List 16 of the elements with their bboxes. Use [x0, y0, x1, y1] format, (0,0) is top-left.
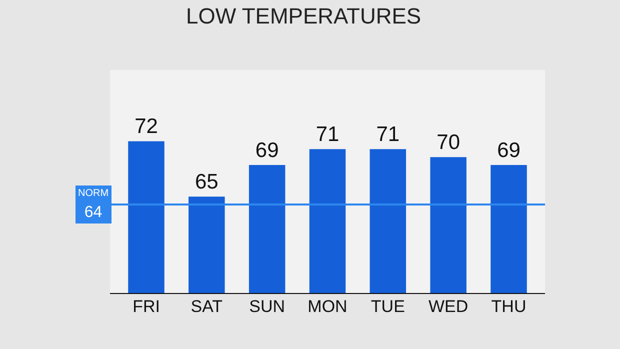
- ref-line-label: NORM 64: [78, 188, 109, 221]
- data-label: 69: [255, 138, 279, 162]
- data-label: 71: [316, 123, 340, 146]
- x-tick-label: FRI: [132, 297, 160, 316]
- x-tick-label: WED: [428, 297, 468, 316]
- data-label: 71: [376, 123, 400, 146]
- x-tick-label: TUE: [370, 297, 405, 316]
- data-label: 70: [436, 131, 460, 154]
- x-tick-label: THU: [491, 297, 526, 316]
- data-label: 69: [497, 138, 520, 162]
- chart-title: LOW TEMPERATURES: [186, 3, 422, 28]
- data-label: 72: [134, 115, 158, 138]
- x-tick-label: SAT: [190, 297, 223, 316]
- x-tick-label: MON: [308, 297, 348, 316]
- x-tick-label: SUN: [249, 297, 286, 316]
- data-label: 65: [194, 170, 218, 194]
